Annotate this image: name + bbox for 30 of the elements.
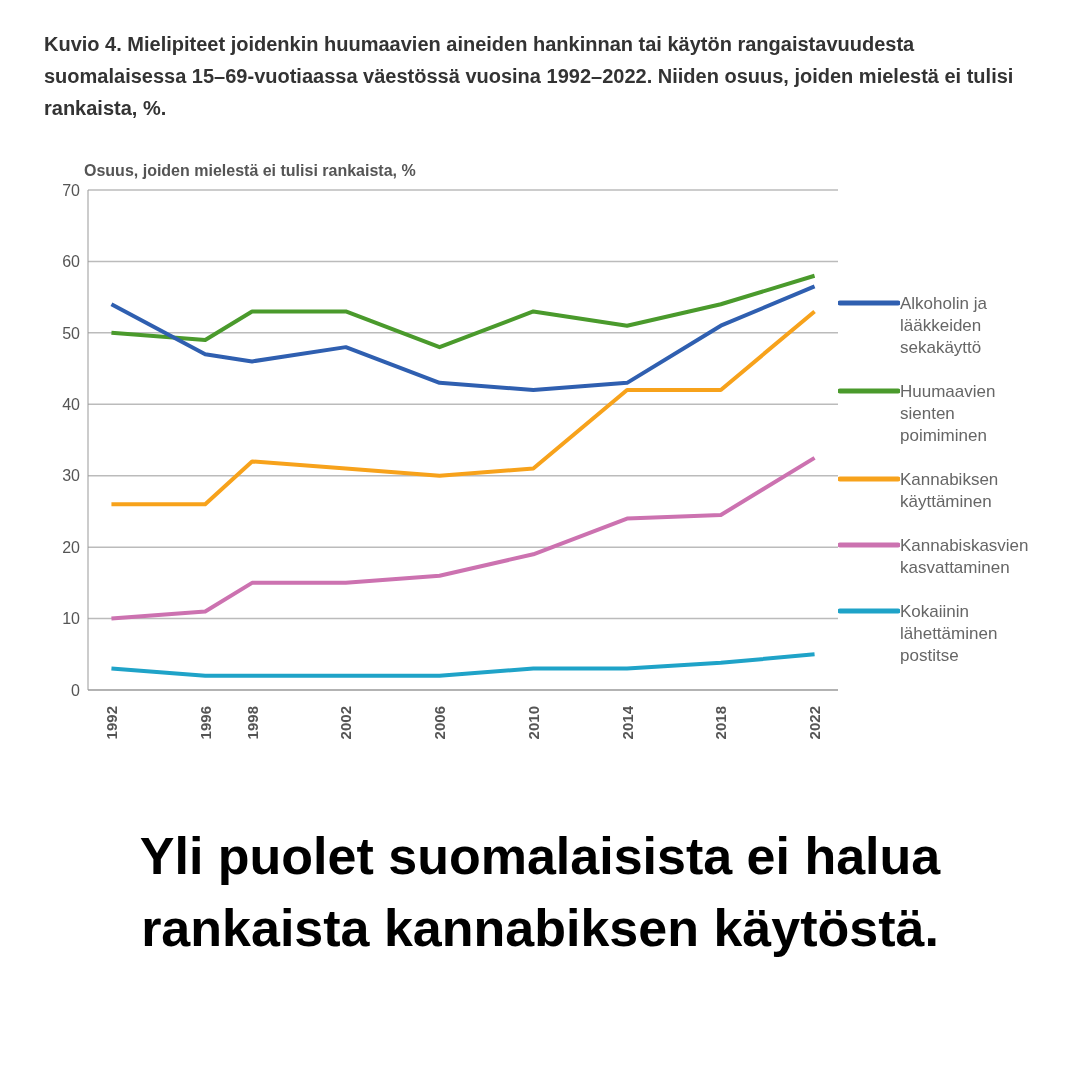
x-tick-label: 2018 — [712, 706, 730, 740]
y-tick-label: 60 — [62, 253, 81, 271]
text: Yli puolet suomalaisista ei halua rankaista kannabiksen käytöstä. — [138, 826, 942, 959]
y-tick-label: 20 — [62, 538, 81, 556]
y-tick-label: 50 — [62, 324, 81, 342]
legend-label: Kannabiksen käyttäminen — [900, 469, 1000, 513]
x-tick-label: 1992 — [102, 706, 120, 740]
legend-label: Huumaavien sienten poimiminen — [900, 381, 997, 447]
y-tick-label: 70 — [62, 181, 81, 199]
y-tick-label: 30 — [62, 467, 81, 485]
line-series — [109, 273, 817, 350]
x-tick-label: 1998 — [243, 706, 261, 740]
x-tick-label: 1996 — [196, 706, 214, 740]
legend-label: Alkoholin ja lääkkeiden sekakäyttö — [900, 293, 988, 359]
line-series — [109, 455, 817, 621]
x-tick-label: 2006 — [431, 706, 449, 740]
y-tick-label: 10 — [62, 610, 81, 628]
legend-label: Kannabiskasvien kasvattaminen — [900, 535, 1030, 579]
y-tick-label: 0 — [71, 681, 81, 699]
x-tick-label: 2022 — [806, 706, 824, 740]
x-tick-label: 2002 — [337, 706, 355, 740]
x-tick-label: 2010 — [524, 706, 542, 740]
line-series — [109, 309, 817, 507]
x-tick-label: 2014 — [618, 705, 636, 740]
y-tick-label: 40 — [62, 395, 81, 413]
legend-label: Kokaiinin lähettäminen postitse — [900, 601, 999, 667]
line-series — [109, 652, 817, 678]
line-series — [109, 284, 817, 392]
y-axis-title: Osuus, joiden mielestä ei tulisi rankaista, % — [84, 162, 417, 180]
chart-title: Kuvio 4. Mielipiteet joidenkin huumaavien aineiden hankinnan tai käytön rangaistavuudesta suomalaisessa 15–69-vuotiaassa väestössä vuosina 1992–2022. Niiden osuus, joiden mielestä ei tulisi rankaista, %. — [43, 32, 1015, 121]
